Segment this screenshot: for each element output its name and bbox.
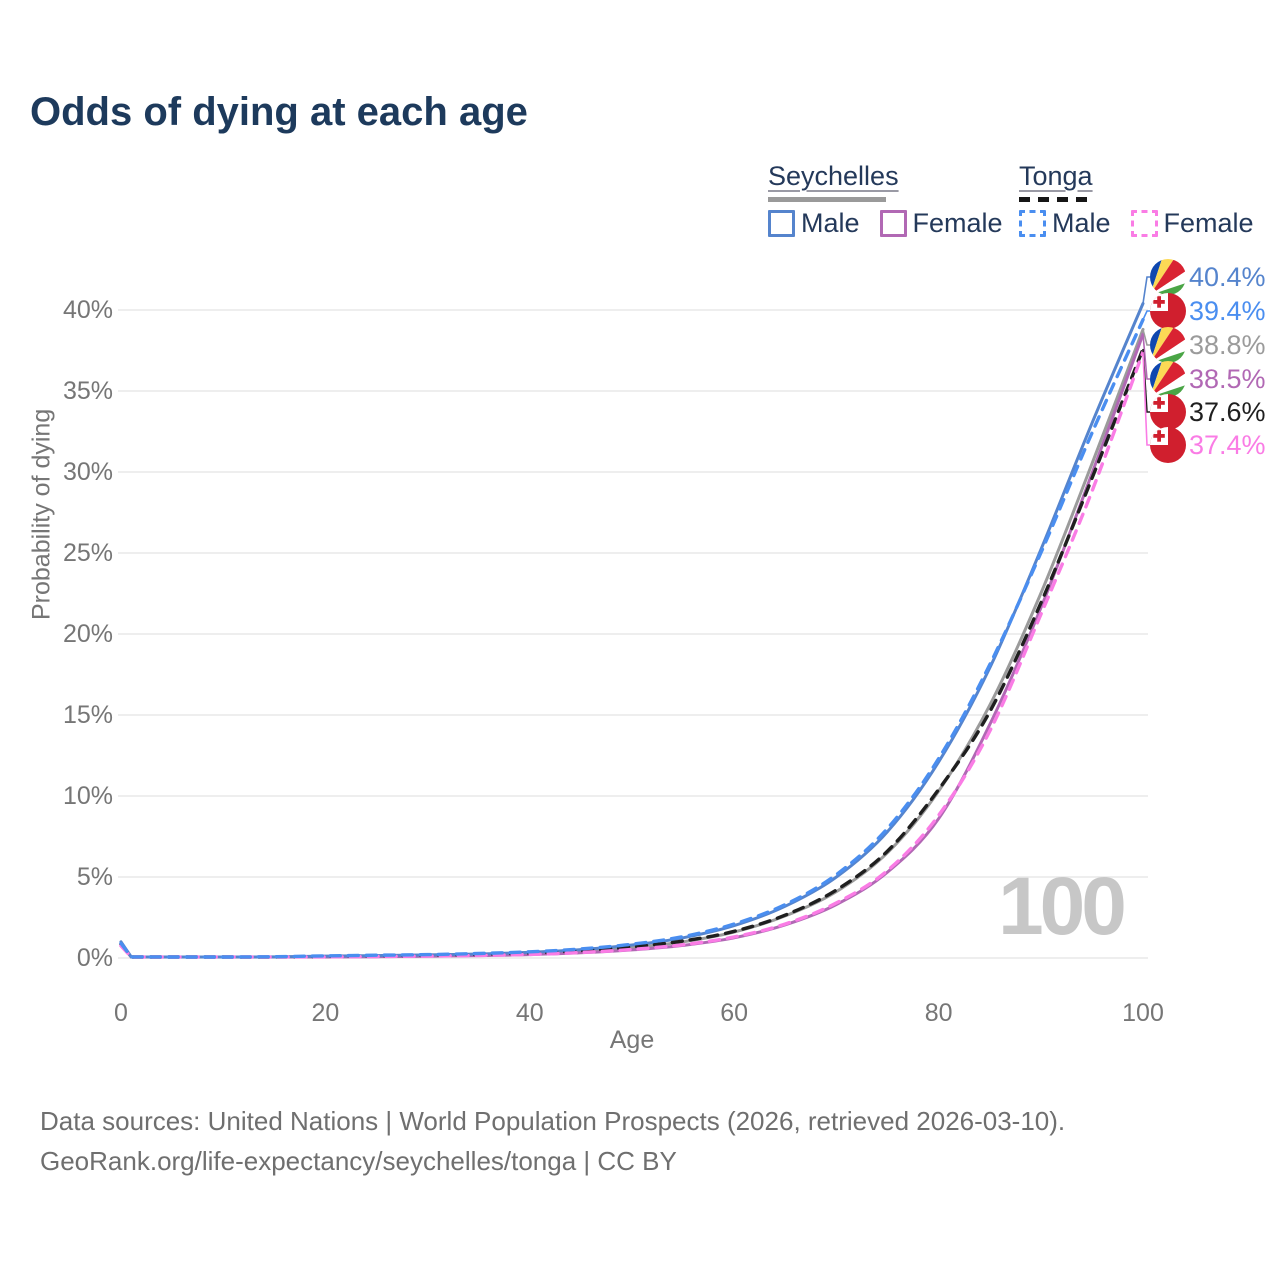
data-source-line: Data sources: United Nations | World Pop… bbox=[40, 1106, 1066, 1136]
series-line-seychelles-male[interactable] bbox=[119, 302, 1145, 959]
label-connector bbox=[1142, 352, 1150, 446]
legend-label-seychelles-male: Male bbox=[801, 208, 860, 238]
legend-line-sample-tonga bbox=[1019, 197, 1091, 202]
legend-item-seychelles-female[interactable]: Female bbox=[879, 208, 1003, 239]
x-tick-label: 40 bbox=[516, 999, 544, 1027]
legend-swatch-tonga-male bbox=[1019, 210, 1046, 237]
series-line-tonga-male[interactable] bbox=[119, 318, 1145, 959]
label-connector bbox=[1142, 334, 1150, 380]
x-tick-label: 80 bbox=[925, 999, 953, 1027]
legend-label-tonga-male: Male bbox=[1052, 208, 1111, 238]
end-value-label: 37.6% bbox=[1189, 397, 1266, 427]
legend-line-sample-seychelles bbox=[768, 197, 886, 202]
seychelles-flag-icon bbox=[1150, 361, 1186, 397]
seychelles-flag-icon bbox=[1150, 327, 1186, 363]
chart-title: Odds of dying at each age bbox=[30, 90, 528, 134]
y-tick-label: 0% bbox=[77, 944, 113, 972]
seychelles-flag-icon bbox=[1150, 259, 1186, 295]
tonga-flag-icon bbox=[1150, 293, 1186, 329]
legend-swatch-seychelles-female bbox=[879, 210, 907, 237]
legend-item-tonga-male[interactable]: Male bbox=[1019, 208, 1111, 239]
hover-age-watermark: 100 bbox=[998, 861, 1127, 952]
legend-group-tonga: Tonga Male Female bbox=[1019, 160, 1254, 239]
y-tick-label: 30% bbox=[63, 458, 113, 486]
series-line-seychelles-both[interactable] bbox=[119, 327, 1145, 959]
label-connector bbox=[1142, 276, 1150, 304]
tonga-flag-icon bbox=[1150, 427, 1186, 463]
legend-item-tonga-female[interactable]: Female bbox=[1130, 208, 1254, 239]
label-connector bbox=[1142, 310, 1150, 321]
y-tick-label: 15% bbox=[63, 701, 113, 729]
end-value-label: 38.5% bbox=[1189, 364, 1266, 394]
y-tick-label: 35% bbox=[63, 377, 113, 405]
x-tick-label: 0 bbox=[114, 999, 128, 1027]
legend-item-seychelles-male[interactable]: Male bbox=[768, 208, 860, 239]
legend-group-title-seychelles[interactable]: Seychelles bbox=[768, 161, 899, 191]
x-tick-label: 60 bbox=[720, 999, 748, 1027]
end-value-label: 40.4% bbox=[1189, 262, 1266, 292]
end-value-label: 39.4% bbox=[1189, 296, 1266, 326]
legend-label-tonga-female: Female bbox=[1163, 208, 1254, 238]
y-tick-label: 25% bbox=[63, 539, 113, 567]
legend-label-seychelles-female: Female bbox=[912, 208, 1003, 238]
y-tick-label: 10% bbox=[63, 782, 113, 810]
x-axis-title: Age bbox=[609, 1026, 655, 1054]
tonga-flag-icon bbox=[1150, 394, 1186, 430]
attribution-line: GeoRank.org/life-expectancy/seychelles/t… bbox=[40, 1146, 677, 1176]
legend-group-seychelles: Seychelles Male Female bbox=[768, 160, 1003, 239]
series-line-seychelles-female[interactable] bbox=[119, 332, 1145, 959]
legend-swatch-seychelles-male bbox=[768, 210, 795, 237]
label-connector bbox=[1142, 329, 1150, 346]
legend-swatch-tonga-female bbox=[1130, 210, 1158, 237]
y-tick-label: 20% bbox=[63, 620, 113, 648]
y-tick-label: 5% bbox=[77, 863, 113, 891]
x-tick-label: 100 bbox=[1122, 999, 1164, 1027]
end-value-label: 38.8% bbox=[1189, 330, 1266, 360]
legend-group-title-tonga[interactable]: Tonga bbox=[1019, 161, 1093, 191]
x-tick-label: 20 bbox=[311, 999, 339, 1027]
end-value-label: 37.4% bbox=[1189, 430, 1266, 460]
y-tick-label: 40% bbox=[63, 296, 113, 324]
